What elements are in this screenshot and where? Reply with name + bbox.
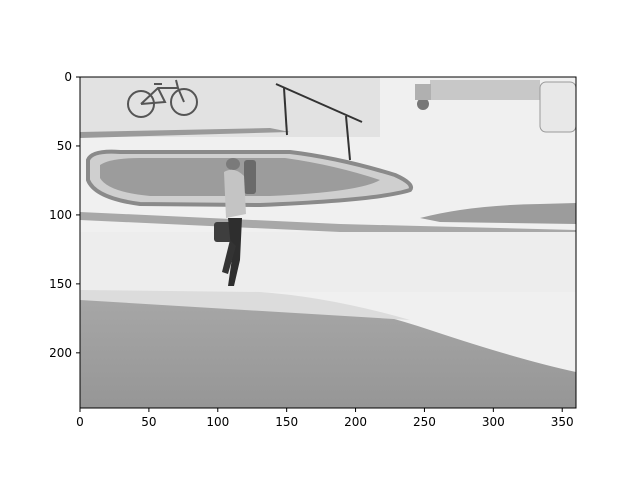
x-tick-label: 0 <box>76 415 84 429</box>
y-tick-label: 50 <box>57 139 72 153</box>
x-tick-label: 150 <box>275 415 298 429</box>
x-axis: 0 50 100 150 200 250 300 350 <box>76 408 574 429</box>
x-tick-label: 300 <box>482 415 505 429</box>
axes-frame <box>79 76 577 409</box>
x-tick-label: 250 <box>413 415 436 429</box>
y-axis: 0 50 100 150 200 <box>49 70 80 360</box>
photo <box>80 77 576 408</box>
y-tick-label: 100 <box>49 208 72 222</box>
x-tick-label: 350 <box>551 415 574 429</box>
y-tick-label: 150 <box>49 277 72 291</box>
x-tick-label: 200 <box>344 415 367 429</box>
y-tick-label: 0 <box>64 70 72 84</box>
x-tick-label: 50 <box>141 415 156 429</box>
y-tick-label: 200 <box>49 346 72 360</box>
person-figure <box>214 158 246 286</box>
x-tick-label: 100 <box>206 415 229 429</box>
